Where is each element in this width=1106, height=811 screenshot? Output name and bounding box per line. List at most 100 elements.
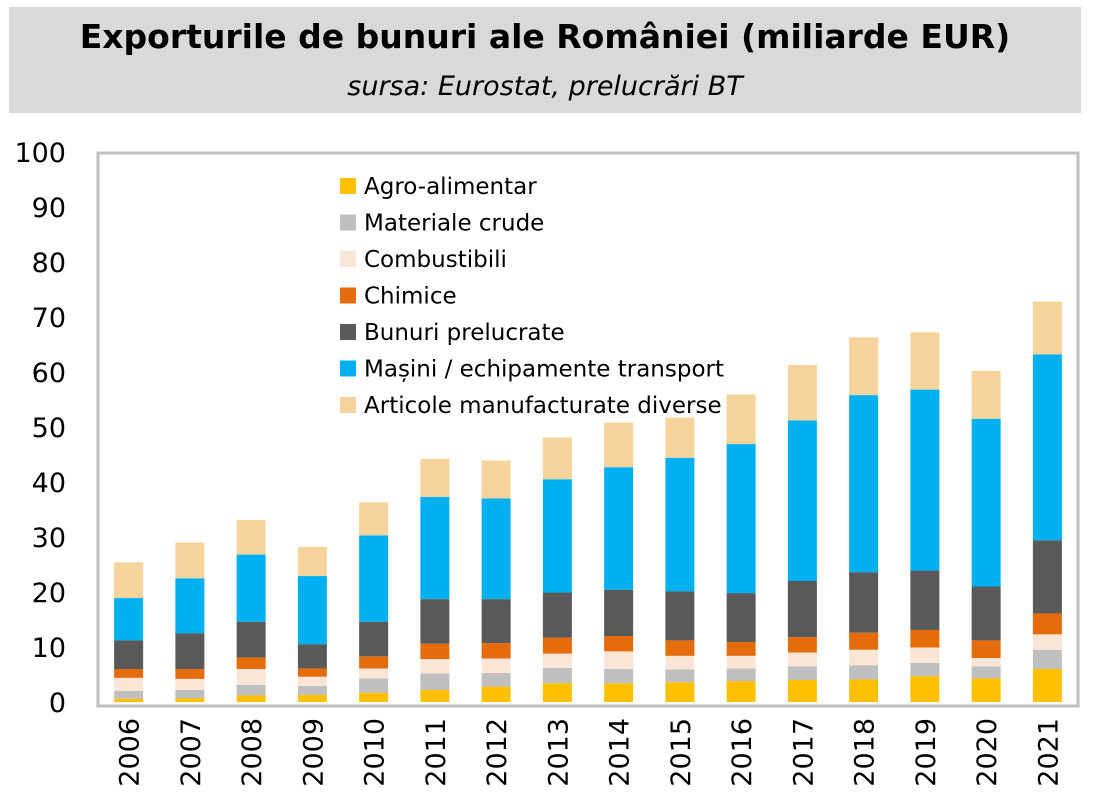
bar-segment <box>359 621 389 657</box>
bar-segment <box>420 458 450 497</box>
legend-swatch <box>340 214 356 231</box>
bar-segment <box>726 642 756 656</box>
x-tick-label: 2009 <box>298 718 329 787</box>
bar-segment <box>297 686 327 695</box>
legend-swatch <box>340 360 356 377</box>
legend-swatch <box>340 178 356 194</box>
bar-segment <box>849 337 879 396</box>
bar-segment <box>236 684 266 696</box>
x-tick-label: 2013 <box>543 718 574 787</box>
y-tick-label: 0 <box>49 688 66 719</box>
bar-segment <box>910 662 940 677</box>
bar-segment <box>175 689 205 699</box>
bar-segment <box>665 640 695 656</box>
bar-segment <box>971 418 1001 587</box>
bar-segment <box>297 576 327 645</box>
bar-segment <box>175 633 205 669</box>
bar-segment <box>359 535 389 622</box>
bar-segment <box>971 640 1001 658</box>
y-tick-label: 40 <box>32 468 66 499</box>
bar-segment <box>604 589 634 636</box>
bar-segment <box>726 668 756 682</box>
legend-label: Articole manufacturate diverse <box>364 393 722 419</box>
bar-segment <box>236 621 266 658</box>
bars <box>114 301 1062 702</box>
bar-segment <box>542 683 572 702</box>
bar-segment <box>971 666 1001 679</box>
chart-title: Exporturile de bunuri ale României (mili… <box>79 17 1011 56</box>
bar-segment <box>236 669 266 685</box>
bar-segment <box>665 655 695 670</box>
bar-segment <box>787 364 817 421</box>
bar-segment <box>420 659 450 674</box>
bar-segment <box>359 502 389 536</box>
y-tick-label: 60 <box>32 358 66 389</box>
legend-swatch <box>340 251 356 267</box>
bar-segment <box>604 422 634 468</box>
bar-segment <box>971 370 1001 419</box>
y-tick-label: 90 <box>32 193 66 224</box>
bar-segment <box>420 496 450 600</box>
bar-segment <box>1032 669 1062 702</box>
x-axis: 2006 2007 2008 2009 2010 2011 2012 2013 2014 2015… <box>115 718 1065 787</box>
x-tick-label: 2007 <box>176 718 207 787</box>
bar-segment <box>297 694 327 702</box>
x-tick-label: 2021 <box>1033 718 1064 787</box>
x-tick-label: 2017 <box>788 718 819 787</box>
bar-segment <box>420 599 450 644</box>
chart-header: Exporturile de bunuri ale României (mili… <box>9 7 1081 113</box>
bar-segment <box>604 636 634 652</box>
bar-segment <box>1032 540 1062 614</box>
x-tick-label: 2014 <box>605 718 636 787</box>
bar-segment <box>175 678 205 690</box>
bar-segment <box>849 679 879 702</box>
bar-segment <box>114 677 144 691</box>
x-tick-label: 2018 <box>850 718 881 787</box>
y-tick-label: 10 <box>32 633 66 664</box>
bar-segment <box>481 643 511 659</box>
bar-segment <box>175 698 205 702</box>
bar-segment <box>849 632 879 650</box>
bar-segment <box>236 657 266 669</box>
bar-segment <box>665 417 695 458</box>
bar-segment <box>542 479 572 593</box>
bar-segment <box>481 658 511 673</box>
bar-segment <box>604 669 634 684</box>
bar-segment <box>236 695 266 702</box>
bar-segment <box>481 460 511 499</box>
bar-segment <box>1032 649 1062 669</box>
bar-segment <box>359 656 389 669</box>
bar-segment <box>1032 354 1062 541</box>
y-tick-label: 80 <box>32 248 66 279</box>
bar-segment <box>849 572 879 633</box>
bar-segment <box>726 593 756 643</box>
bar-segment <box>542 437 572 480</box>
bar-segment <box>297 676 327 687</box>
legend-label: Bunuri prelucrate <box>364 320 565 346</box>
bar-segment <box>971 586 1001 641</box>
bar-segment <box>297 644 327 669</box>
chart-subtitle: sursa: Eurostat, prelucrări BT <box>347 71 743 102</box>
bar-segment <box>604 683 634 702</box>
y-tick-label: 50 <box>32 413 66 444</box>
bar-segment <box>787 680 817 702</box>
y-tick-label: 30 <box>32 523 66 554</box>
y-tick-label: 70 <box>32 303 66 334</box>
bar-segment <box>787 637 817 653</box>
legend-label: Materiale crude <box>364 211 544 237</box>
bar-segment <box>114 669 144 678</box>
bar-segment <box>175 542 205 579</box>
bar-segment <box>297 668 327 677</box>
x-tick-label: 2020 <box>972 718 1003 787</box>
bar-segment <box>297 546 327 577</box>
bar-segment <box>849 395 879 573</box>
bar-segment <box>787 652 817 667</box>
x-tick-label: 2010 <box>360 718 391 787</box>
legend-swatch <box>340 324 356 340</box>
bar-segment <box>665 682 695 702</box>
bar-segment <box>971 658 1001 667</box>
y-tick-label: 20 <box>32 578 66 609</box>
bar-segment <box>1032 301 1062 355</box>
bar-segment <box>542 592 572 638</box>
x-tick-label: 2006 <box>115 718 146 787</box>
